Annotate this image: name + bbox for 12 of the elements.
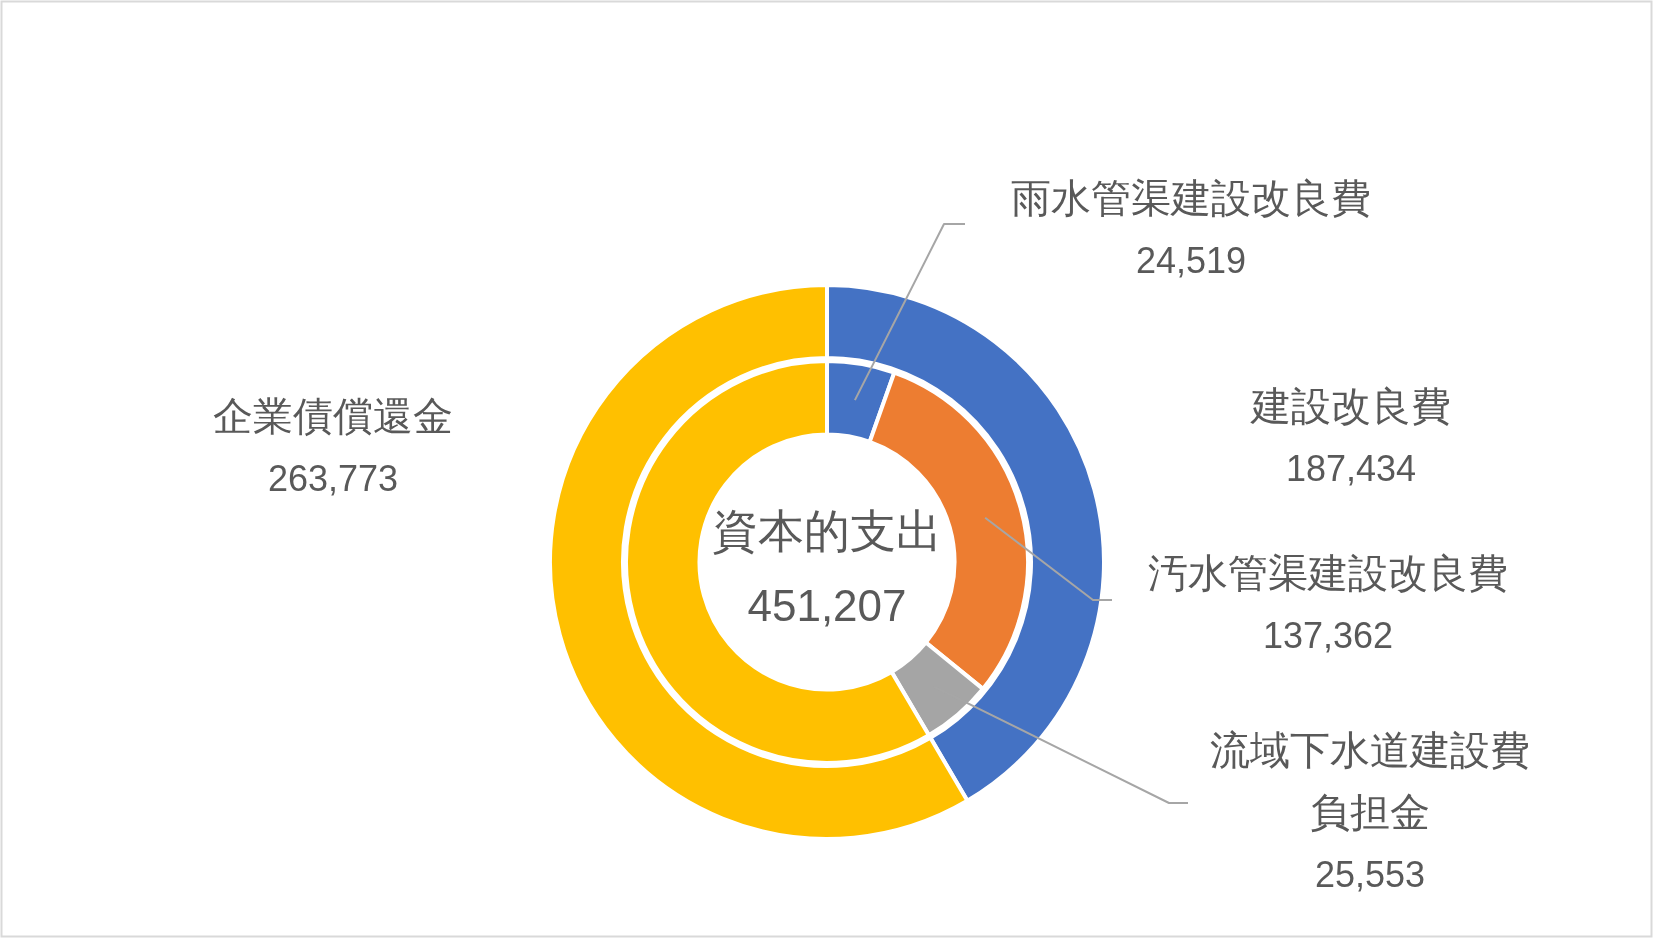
data-label: 263,773 xyxy=(267,457,399,499)
slice-label: 企業債償還金 xyxy=(213,394,453,438)
data-label: 137,362 xyxy=(1262,614,1394,656)
text: 資本的支出 xyxy=(712,505,942,557)
slice-label: 流域下水道建設費負担金 xyxy=(1210,728,1530,834)
text: 451,207 xyxy=(747,580,907,630)
slice-label: 雨水管渠建設改良費 xyxy=(1011,176,1371,220)
slice-label: 汚水管渠建設改良費 xyxy=(1148,551,1508,595)
data-label: 25,553 xyxy=(1314,853,1426,895)
slice-label: 建設改良費 xyxy=(1250,384,1451,428)
data-label: 24,519 xyxy=(1135,239,1247,281)
data-label: 187,434 xyxy=(1285,447,1417,489)
